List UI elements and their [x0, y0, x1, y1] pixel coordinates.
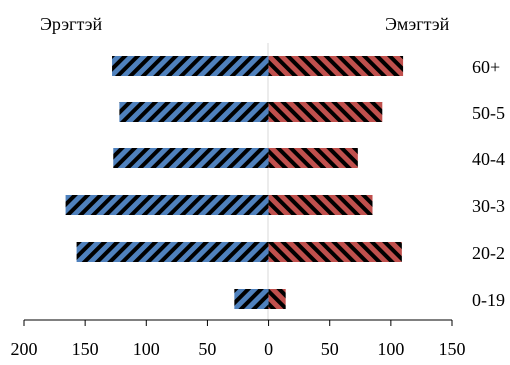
bar-male-60+	[112, 56, 269, 76]
bar-female-50-59	[268, 102, 383, 122]
x-tick-label: 0	[264, 339, 273, 359]
male-bars	[65, 56, 269, 309]
x-tick-label: 200	[11, 339, 38, 359]
x-tick-label: 50	[321, 339, 339, 359]
age-group-labels: 0-19 20-2 30-3 40-4 50-5 60+	[472, 57, 505, 310]
x-tick-label: 100	[377, 339, 404, 359]
age-label-60+: 60+	[472, 57, 500, 77]
age-label-20-29: 20-2	[472, 243, 505, 263]
age-label-40-49: 40-4	[472, 149, 505, 169]
age-label-50-59: 50-5	[472, 103, 505, 123]
bar-male-0-19	[234, 289, 269, 309]
bar-male-50-59	[119, 102, 269, 122]
x-tick-label: 100	[133, 339, 160, 359]
x-tick-label: 150	[439, 339, 466, 359]
age-label-0-19: 0-19	[472, 290, 505, 310]
bar-female-40-49	[268, 148, 358, 168]
bar-female-30-39	[268, 195, 373, 215]
x-tick-label: 150	[72, 339, 99, 359]
bar-female-60+	[268, 56, 404, 76]
bar-female-20-29	[268, 242, 402, 262]
bar-male-30-39	[65, 195, 269, 215]
x-axis-ticks: 200 150 100 50 0 50 100 150	[11, 320, 466, 359]
bar-female-0-19	[268, 289, 286, 309]
age-label-30-39: 30-3	[472, 196, 505, 216]
x-tick-label: 50	[198, 339, 216, 359]
header-female: Эмэгтэй	[385, 14, 450, 34]
bar-male-40-49	[113, 148, 269, 168]
female-bars	[268, 56, 404, 309]
bar-male-20-29	[76, 242, 269, 262]
header-male: Эрэгтэй	[40, 14, 102, 34]
